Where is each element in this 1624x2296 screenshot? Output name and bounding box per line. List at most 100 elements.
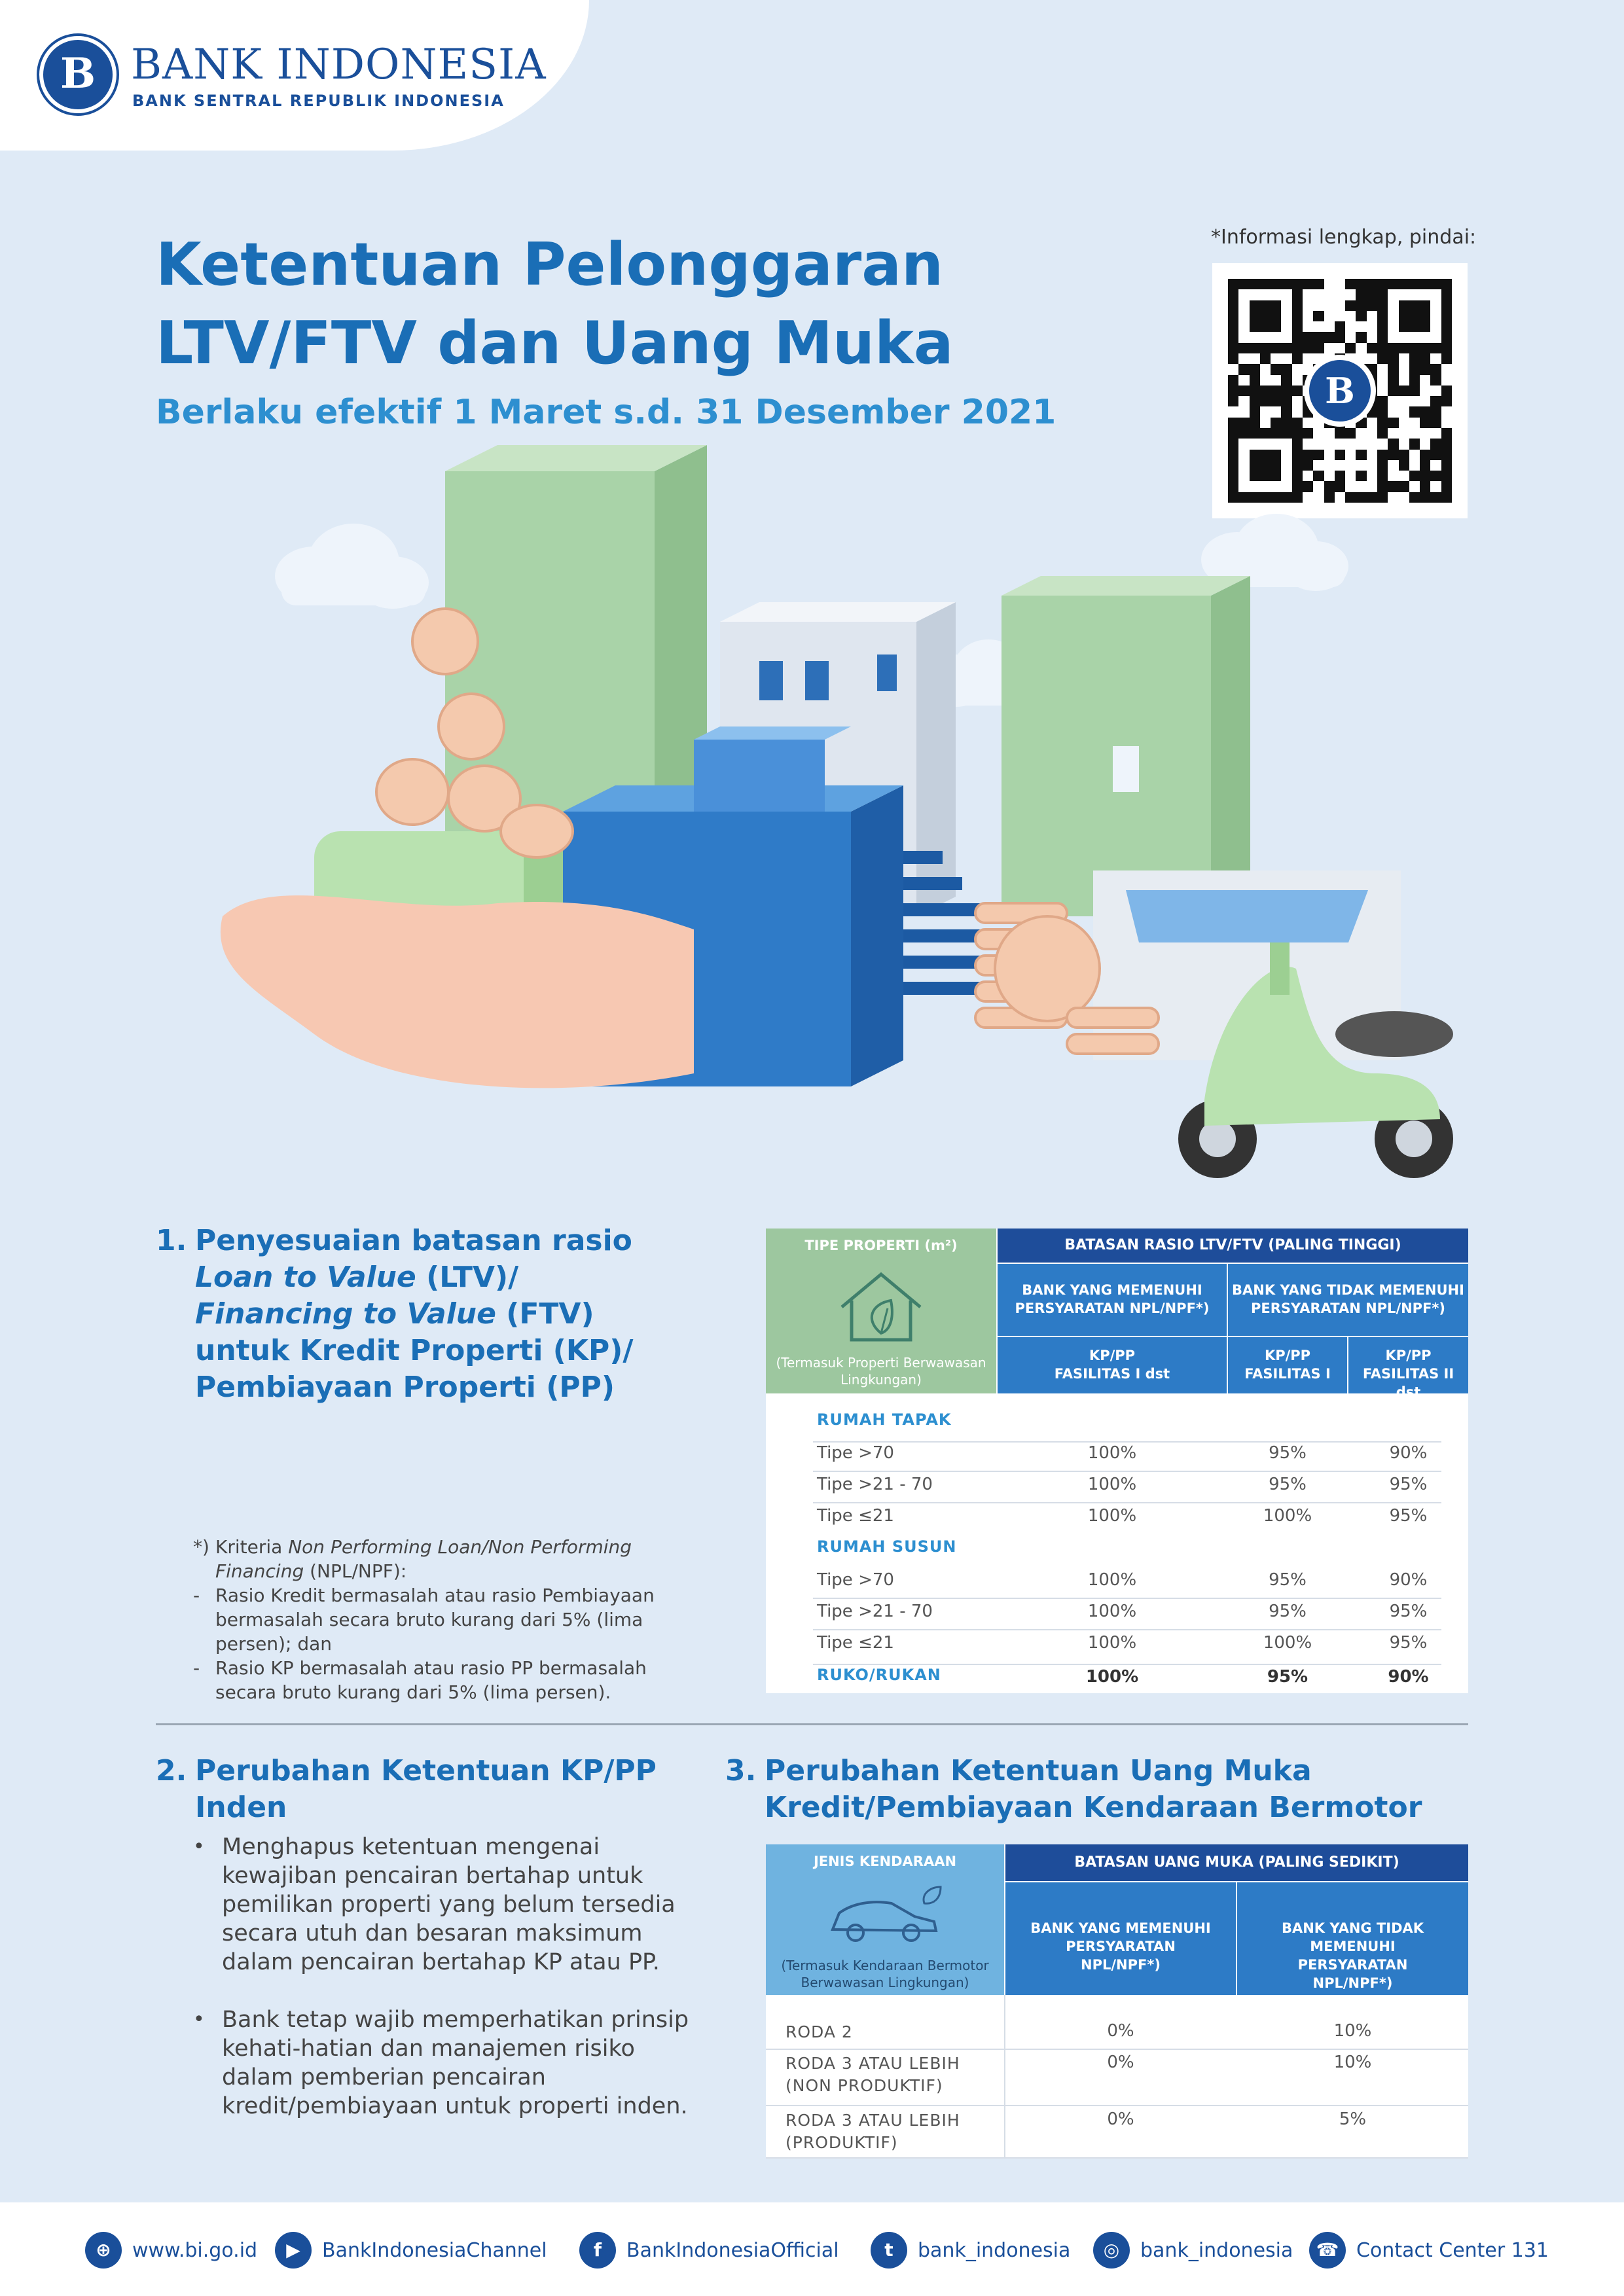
vehicle-type-note: (Termasuk Kendaraan Bermotor Berwawasan … xyxy=(781,1958,989,1990)
row-divider xyxy=(813,1598,1441,1599)
qr-code[interactable]: B xyxy=(1212,263,1468,518)
dp-cell-b: 10% xyxy=(1333,2021,1372,2041)
table-row-label: Tipe >21 - 70 xyxy=(817,1602,933,1621)
row-divider xyxy=(813,1664,1441,1665)
twitter-icon: t xyxy=(871,2232,907,2269)
section-1-line-4: untuk Kredit Properti (KP)/ xyxy=(195,1334,634,1367)
footer-instagram[interactable]: ◎ bank_indonesia xyxy=(1093,2232,1293,2269)
table-cell-b2: 95% xyxy=(1389,1506,1428,1526)
row-divider xyxy=(766,2049,1468,2050)
footer-twitter[interactable]: t bank_indonesia xyxy=(871,2232,1070,2269)
bank-logo-icon: B xyxy=(39,36,117,113)
table-row-label: Tipe ≤21 xyxy=(817,1506,894,1526)
ltv-term: Loan to Value xyxy=(195,1261,416,1294)
footnote-dash: - xyxy=(193,1585,200,1606)
vehicle-type-label: JENIS KENDARAAN xyxy=(813,1854,957,1869)
list-item: • Bank tetap wajib memperhatikan prinsip … xyxy=(193,2005,704,2121)
cloud-icon xyxy=(1201,514,1348,591)
phone-icon: ☎ xyxy=(1309,2232,1346,2269)
ltv-table: TIPE PROPERTI (m²) (Termasuk Properti Be… xyxy=(766,1229,1468,1693)
table-cell-b2: 95% xyxy=(1389,1633,1428,1653)
section-2-heading: Perubahan Ketentuan KP/PP Inden xyxy=(195,1753,719,1826)
section-1-line-5: Pembiayaan Properti (PP) xyxy=(195,1371,615,1404)
dp-cell-a: 0% xyxy=(1107,2021,1134,2041)
title-line-1: Ketentuan Pelonggaran xyxy=(156,230,944,299)
bank-name: BANK INDONESIA xyxy=(131,41,547,89)
category-rumah-susun: RUMAH SUSUN xyxy=(817,1537,957,1556)
row-divider xyxy=(766,2157,1468,2159)
footnote-text-1: Kriteria Non Performing Loan/Non Perform… xyxy=(215,1536,632,1582)
table-cell-b2: 95% xyxy=(1389,1475,1428,1494)
bullet: • xyxy=(193,2008,205,2031)
section-3-line-2: Kredit/Pembiayaan Kendaraan Bermotor xyxy=(765,1791,1422,1824)
contact-text: Contact Center 131 xyxy=(1356,2238,1549,2262)
property-type-header: TIPE PROPERTI (m²) (Termasuk Properti Be… xyxy=(766,1229,996,1393)
footer-website[interactable]: ⊕ www.bi.go.id xyxy=(85,2232,257,2269)
qr-logo-icon: B xyxy=(1304,355,1376,427)
youtube-text: BankIndonesiaChannel xyxy=(322,2238,547,2262)
sub-a-header: KP/PP FASILITAS I dst xyxy=(998,1337,1227,1393)
footer-youtube[interactable]: ▶ BankIndonesiaChannel xyxy=(275,2232,547,2269)
ftv-term: Financing to Value xyxy=(195,1297,496,1331)
coin-stack-icon xyxy=(974,902,1160,1055)
row-divider xyxy=(813,1629,1441,1630)
table-row-label: Tipe >21 - 70 xyxy=(817,1475,933,1494)
section-2-line-1: Perubahan Ketentuan KP/PP xyxy=(195,1754,657,1787)
section-3-heading: Perubahan Ketentuan Uang Muka Kredit/Pem… xyxy=(765,1753,1485,1826)
section-1-line-2: Loan to Value (LTV)/ xyxy=(195,1259,719,1296)
footnote-dash: - xyxy=(193,1657,200,1679)
section-divider xyxy=(156,1723,1468,1725)
footer-contact[interactable]: ☎ Contact Center 131 xyxy=(1309,2232,1549,2269)
section-1-line-1: Penyesuaian batasan rasio xyxy=(195,1224,632,1257)
property-type-note: (Termasuk Properti Berwawasan Lingkungan… xyxy=(776,1355,986,1388)
page-subtitle: Berlaku efektif 1 Maret s.d. 31 Desember… xyxy=(156,393,1056,432)
qr-note: *Informasi lengkap, pindai: xyxy=(1211,226,1477,249)
table-cell-b1: 95% xyxy=(1269,1443,1307,1463)
column-divider xyxy=(1004,1995,1005,2157)
instagram-text: bank_indonesia xyxy=(1140,2238,1293,2262)
ruko-value-a: 100% xyxy=(1085,1667,1139,1687)
footer: ⊕ www.bi.go.id ▶ BankIndonesiaChannel f Ban… xyxy=(0,2202,1624,2296)
scooter-icon xyxy=(1178,942,1453,1178)
sub-b2-header: KP/PP FASILITAS II dst xyxy=(1348,1337,1468,1400)
npl-footnote: *) Kriteria Non Performing Loan/Non Perfo… xyxy=(193,1535,691,1704)
table-cell-b2: 90% xyxy=(1389,1570,1428,1590)
bullet-text-2: Bank tetap wajib memperhatikan prinsip k… xyxy=(222,2007,689,2119)
table-cell-a: 100% xyxy=(1087,1443,1137,1463)
section-3-line-1: Perubahan Ketentuan Uang Muka xyxy=(765,1754,1312,1787)
down-payment-table: JENIS KENDARAAN (Termasuk Kendaraan Berm… xyxy=(766,1844,1468,2159)
vehicle-row-label: RODA 3 ATAU LEBIH (NON PRODUKTIF) xyxy=(785,2054,960,2095)
table-cell-b1: 95% xyxy=(1269,1475,1307,1494)
table-cell-a: 100% xyxy=(1087,1506,1137,1526)
footer-facebook[interactable]: f BankIndonesiaOfficial xyxy=(579,2232,839,2269)
coin-icon xyxy=(375,607,574,859)
ftv-abbr: (FTV) xyxy=(496,1297,594,1331)
category-ruko: RUKO/RUKAN xyxy=(817,1666,941,1684)
dp-cell-a: 0% xyxy=(1107,2109,1134,2129)
section-1-number: 1. xyxy=(156,1224,187,1257)
property-type-label: TIPE PROPERTI (m²) xyxy=(804,1238,958,1253)
property-illustration xyxy=(220,445,1453,1178)
section-2-bullets: • Menghapus ketentuan mengenai kewajiban … xyxy=(193,1833,704,2149)
footnote-text-3: Rasio KP bermasalah atau rasio PP bermas… xyxy=(215,1657,647,1703)
table-cell-a: 100% xyxy=(1087,1602,1137,1621)
table-cell-b1: 95% xyxy=(1269,1602,1307,1621)
ruko-value-b1: 95% xyxy=(1267,1667,1308,1687)
dp-group-b-header: BANK YANG TIDAK MEMENUHI PERSYARATAN NPL… xyxy=(1237,1882,1468,1995)
table-cell-b1: 100% xyxy=(1263,1633,1312,1653)
table-cell-a: 100% xyxy=(1087,1633,1137,1653)
row-divider xyxy=(813,1441,1441,1443)
table-cell-b1: 100% xyxy=(1263,1506,1312,1526)
logo-card: B BANK INDONESIA BANK SENTRAL REPUBLIK I… xyxy=(0,0,589,151)
section-3-number: 3. xyxy=(725,1754,757,1787)
table-cell-b2: 95% xyxy=(1389,1602,1428,1621)
ruko-value-b2: 90% xyxy=(1388,1667,1429,1687)
footnote-key: *) xyxy=(193,1536,209,1558)
row-divider xyxy=(813,1502,1441,1503)
row-divider xyxy=(766,2105,1468,2106)
list-item: • Menghapus ketentuan mengenai kewajiban … xyxy=(193,1833,704,1977)
globe-icon: ⊕ xyxy=(85,2232,122,2269)
table-cell-a: 100% xyxy=(1087,1570,1137,1590)
eco-house-icon xyxy=(840,1272,922,1342)
eco-car-icon xyxy=(831,1886,942,1942)
